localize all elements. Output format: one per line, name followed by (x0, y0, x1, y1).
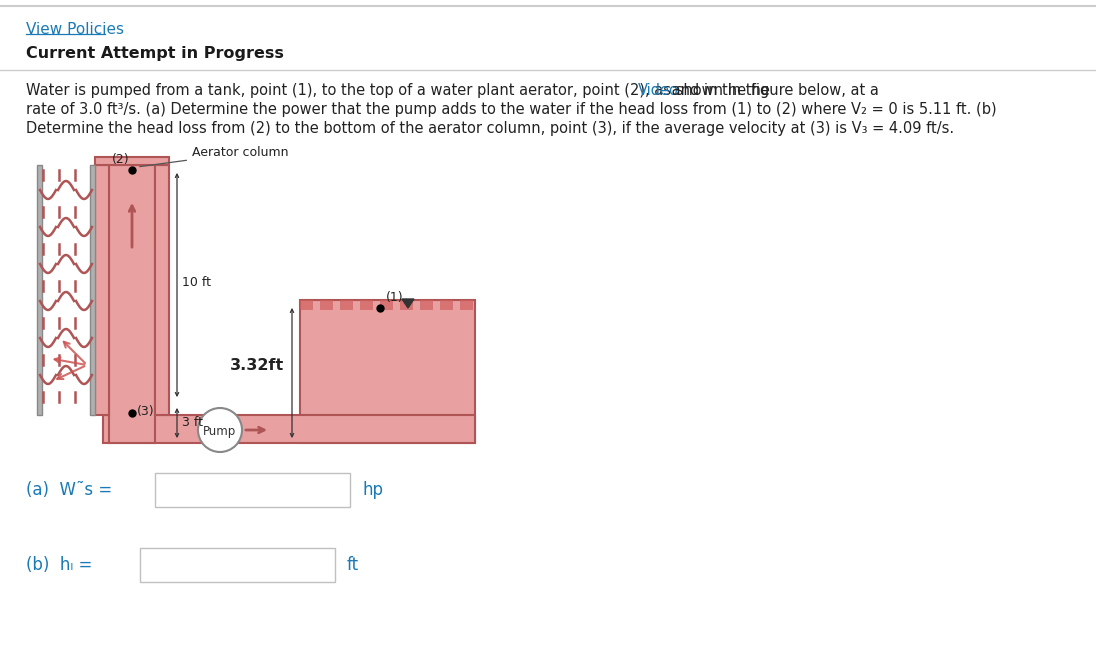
Bar (95, 165, 109, 415)
Text: (1): (1) (386, 291, 403, 304)
Text: View Policies: View Policies (26, 22, 124, 37)
Text: and in the figure below, at a: and in the figure below, at a (667, 83, 879, 98)
Bar (90, 165, 95, 415)
Text: (3): (3) (137, 404, 155, 417)
Bar (439, 300, 453, 310)
Bar (400, 300, 413, 310)
Text: Aerator column: Aerator column (140, 146, 288, 167)
Bar (155, 165, 169, 415)
Text: 3.32ft: 3.32ft (230, 357, 284, 372)
Bar (300, 300, 475, 443)
Text: Video: Video (638, 83, 678, 98)
Text: Current Attempt in Progress: Current Attempt in Progress (26, 46, 284, 61)
Text: Determine the head loss from (2) to the bottom of the aerator column, point (3),: Determine the head loss from (2) to the … (26, 121, 955, 136)
Bar (300, 300, 313, 310)
Bar (320, 300, 333, 310)
Bar (460, 300, 473, 310)
Circle shape (198, 408, 242, 452)
Bar (340, 300, 353, 310)
Text: (b)  hₗ =: (b) hₗ = (26, 556, 92, 574)
Text: rate of 3.0 ft³/s. (a) Determine the power that the pump adds to the water if th: rate of 3.0 ft³/s. (a) Determine the pow… (26, 102, 996, 117)
Text: (2): (2) (112, 153, 129, 167)
Bar (103, 415, 475, 443)
Bar (359, 300, 373, 310)
Bar (95, 157, 169, 165)
Text: Water is pumped from a tank, point (1), to the top of a water plant aerator, poi: Water is pumped from a tank, point (1), … (26, 83, 775, 98)
Bar (140, 548, 335, 582)
Text: Pump: Pump (204, 424, 237, 438)
Text: 10 ft: 10 ft (182, 276, 212, 289)
Text: hp: hp (362, 481, 383, 499)
Bar (420, 300, 433, 310)
Bar (380, 300, 393, 310)
Text: ft: ft (347, 556, 359, 574)
Text: 3 ft: 3 ft (182, 417, 203, 430)
Polygon shape (402, 299, 414, 308)
Text: (a)  W˜s =: (a) W˜s = (26, 481, 112, 499)
Bar (37, 165, 42, 415)
Bar (109, 165, 155, 443)
Bar (155, 473, 350, 507)
